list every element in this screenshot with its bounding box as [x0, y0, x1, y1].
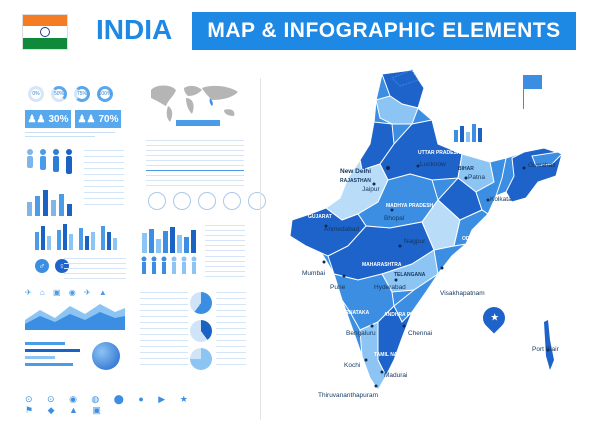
- city-label: Port Blair: [532, 346, 559, 353]
- india-flag: [22, 14, 68, 50]
- city-label: Kolkata: [490, 196, 512, 203]
- horizontal-bars: [25, 342, 80, 366]
- city-label: Pune: [330, 284, 346, 291]
- timeline: [146, 170, 244, 171]
- map-bar-chart: [454, 124, 482, 142]
- india-map: [289, 69, 563, 392]
- area-chart: [25, 304, 125, 330]
- state-label: MAHARASHTRA: [362, 262, 402, 268]
- city-label: Thiruvananthapuram: [318, 392, 378, 399]
- city-label: Guwahati: [528, 162, 556, 169]
- state-label: TELANGANA: [394, 272, 426, 278]
- world-map: [151, 85, 238, 122]
- flag-pole: [523, 75, 524, 109]
- globe-row: [148, 192, 266, 210]
- city-label: New Delhi: [340, 168, 372, 175]
- city-label: Kochi: [344, 362, 361, 369]
- pin-icons-row: ⊙ ⊙ ◉ ◍ ⬤ ● ▶ ★ ⚑ ◆ ▲ ▣: [25, 394, 194, 415]
- state-label: MADHYA PRADESH: [386, 203, 434, 209]
- text-block: [84, 150, 124, 206]
- side-text: [216, 292, 246, 368]
- state-label: ANDHRA PRADESH: [384, 312, 432, 318]
- info-list: [146, 140, 244, 188]
- star-icon: ★: [489, 312, 499, 324]
- city-label: Jaipur: [362, 186, 380, 193]
- person-icon: ♟♟: [77, 113, 96, 125]
- city-label: Lucknow: [420, 161, 446, 168]
- stat-value-1: 30%: [48, 113, 69, 125]
- mid-bar-chart: [142, 227, 196, 253]
- stat-box-2: ♟♟ 70%: [75, 110, 121, 128]
- transport-icons: ✈ ⌂ ▣ ◉ ✈ ▲: [25, 288, 110, 297]
- percent-row: 0% 50% 75% 100%: [28, 86, 113, 102]
- city-label: Hyderabad: [374, 284, 406, 291]
- world-caption: [176, 120, 220, 126]
- state-label: UTTAR PRADESH: [418, 150, 461, 156]
- percent-50: 50%: [51, 86, 67, 102]
- wide-bar-chart: [35, 224, 117, 250]
- city-label: Ahmedabad: [324, 226, 360, 233]
- state-label: TAMIL NADU: [374, 352, 405, 358]
- state-label: BIHAR: [458, 166, 474, 172]
- flag-marker: [524, 75, 542, 89]
- globe-icon: [92, 342, 120, 370]
- percent-75: 75%: [74, 86, 90, 102]
- globe-icon: [223, 192, 241, 210]
- globe-icon: [198, 192, 216, 210]
- state-label: KARNATAKA: [338, 310, 370, 316]
- text-lines: [64, 258, 126, 280]
- mid-text-2: [205, 256, 245, 280]
- donut-chart: [190, 292, 212, 314]
- state-label: RAJASTHAN: [340, 178, 371, 184]
- people-row-chart: [141, 256, 197, 274]
- globe-icon: [173, 192, 191, 210]
- mini-bar-chart: [27, 190, 72, 216]
- donut-chart: [190, 348, 212, 370]
- city-label: Patna: [468, 174, 485, 181]
- city-label: Chennai: [408, 330, 433, 337]
- percent-0: 0%: [28, 86, 44, 102]
- state-label: ODISHA: [462, 236, 482, 242]
- city-label: Mumbai: [302, 270, 326, 277]
- column-divider: [260, 78, 261, 420]
- stat-value-2: 70%: [98, 113, 119, 125]
- text-blocks: [140, 292, 188, 368]
- city-label: Nagpur: [404, 238, 426, 245]
- person-icon: ♟♟: [27, 113, 46, 125]
- male-icon: ♂: [35, 259, 49, 273]
- stat-caption: [25, 131, 121, 139]
- mid-text: [205, 225, 245, 253]
- banner-title: MAP & INFOGRAPHIC ELEMENTS: [192, 12, 576, 50]
- country-title: INDIA: [96, 14, 173, 45]
- people-figures: [27, 149, 72, 174]
- globe-icon: [248, 192, 266, 210]
- stat-box-1: ♟♟ 30%: [25, 110, 71, 128]
- city-label: Madurai: [384, 372, 408, 379]
- state-label: GUJARAT: [308, 214, 332, 220]
- city-label: Visakhapatnam: [440, 290, 485, 297]
- percent-100: 100%: [97, 86, 113, 102]
- city-label: Bengaluru: [346, 330, 376, 337]
- donut-chart: [190, 320, 212, 342]
- globe-icon: [148, 192, 166, 210]
- city-label: Bhopal: [384, 215, 405, 222]
